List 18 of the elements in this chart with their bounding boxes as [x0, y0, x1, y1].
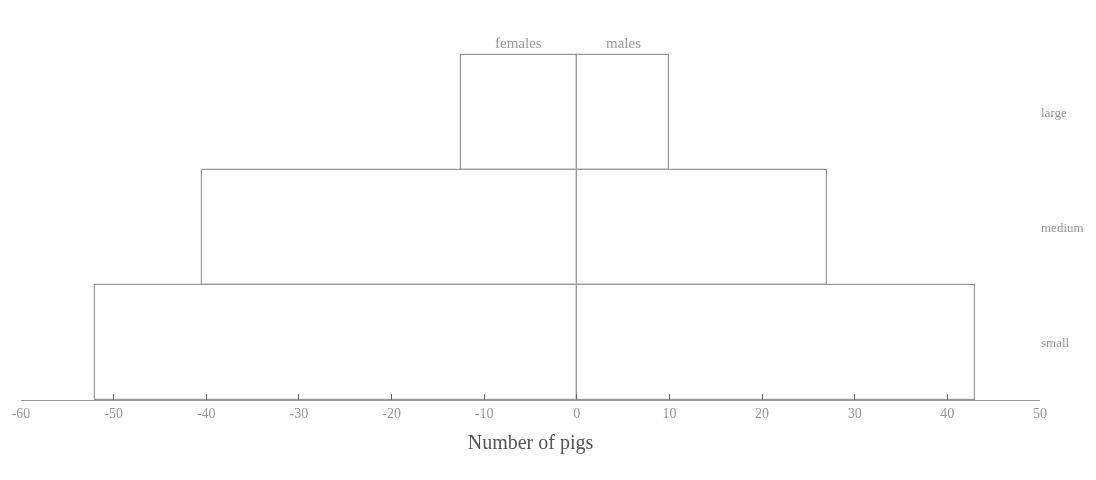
x-tick-label: -20	[382, 405, 401, 421]
x-tick-label: -50	[104, 405, 123, 421]
series-label: males	[606, 35, 642, 51]
y-tick-label: small	[1041, 335, 1070, 351]
x-tick-label: -60	[11, 405, 31, 421]
x-tick-label: 20	[755, 405, 770, 421]
x-tick-label: 40	[940, 405, 955, 421]
series-label: females	[495, 35, 542, 51]
x-tick-label: -30	[289, 405, 309, 421]
y-tick-label: medium	[1041, 220, 1084, 236]
x-axis-title: Number of pigs	[467, 431, 594, 455]
y-tick-label: large	[1041, 105, 1067, 121]
x-tick-label: 50	[1033, 405, 1047, 421]
x-tick-label: -10	[474, 405, 494, 421]
x-tick-label: 30	[847, 405, 862, 421]
x-tick-label: 10	[662, 405, 677, 421]
x-tick-label: -40	[196, 405, 216, 421]
x-tick-label: 0	[573, 405, 581, 421]
